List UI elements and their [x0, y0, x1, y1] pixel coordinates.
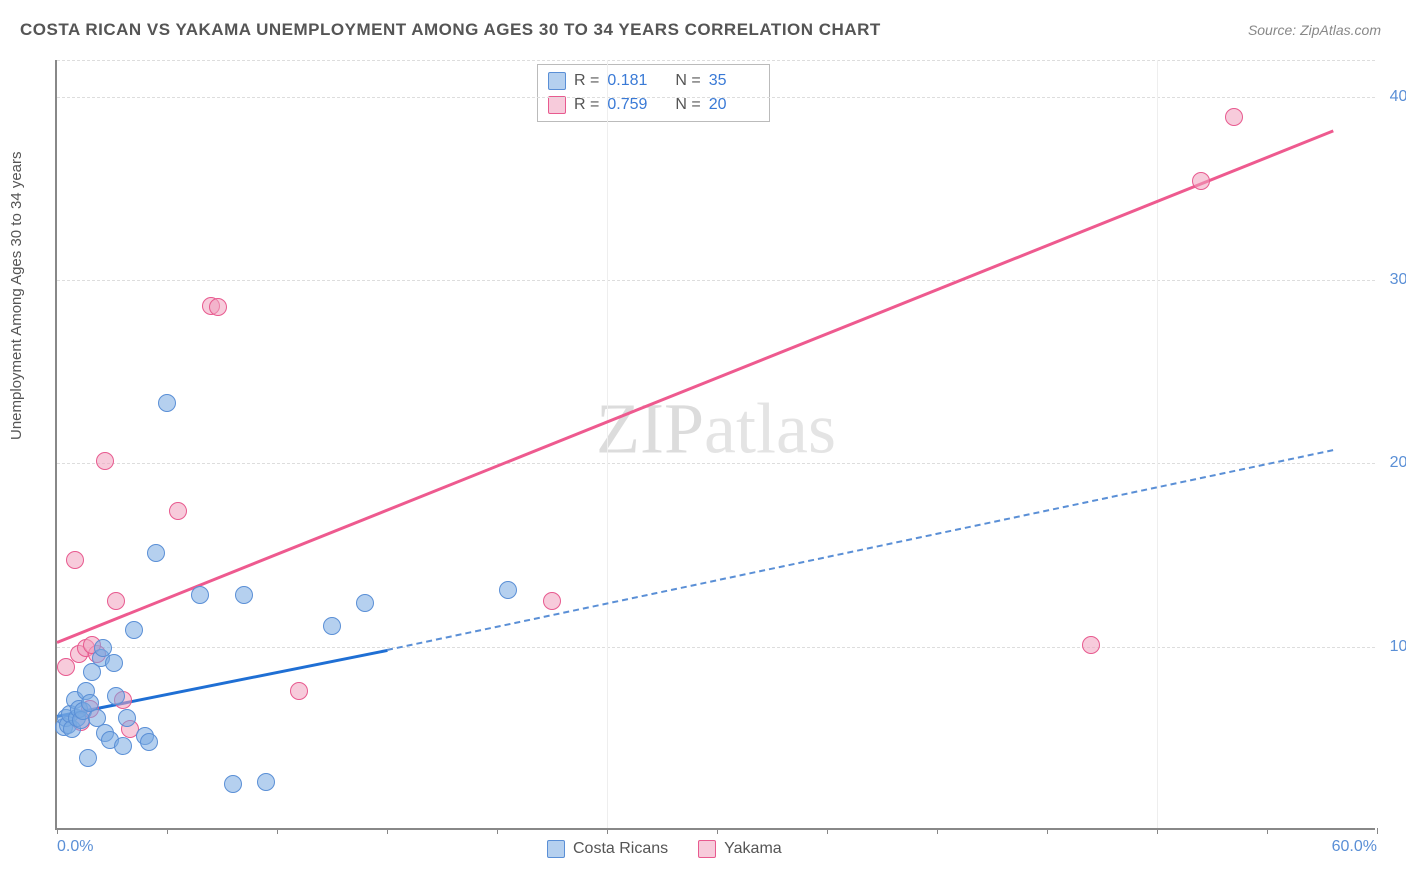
x-tick-label: 60.0%: [1332, 838, 1377, 856]
data-point: [499, 581, 517, 599]
data-point: [147, 544, 165, 562]
x-tick-mark: [57, 828, 58, 834]
legend-row-costa-ricans: R = 0.181 N = 35: [548, 69, 759, 93]
n-label: N =: [675, 96, 700, 114]
watermark: ZIPatlas: [596, 387, 836, 470]
x-tick-mark: [827, 828, 828, 834]
swatch-blue-icon: [547, 840, 565, 858]
data-point: [209, 298, 227, 316]
data-point: [158, 394, 176, 412]
data-point: [125, 621, 143, 639]
data-point: [107, 687, 125, 705]
gridline-v: [607, 60, 608, 828]
x-tick-mark: [607, 828, 608, 834]
data-point: [107, 592, 125, 610]
plot-area: ZIPatlas R = 0.181 N = 35 R = 0.759 N = …: [55, 60, 1375, 830]
chart-title: COSTA RICAN VS YAKAMA UNEMPLOYMENT AMONG…: [20, 20, 881, 40]
gridline-h: [57, 647, 1375, 648]
gridline-h: [57, 97, 1375, 98]
x-tick-label: 0.0%: [57, 838, 93, 856]
data-point: [118, 709, 136, 727]
data-point: [1225, 108, 1243, 126]
legend-item-costa-ricans: Costa Ricans: [547, 840, 668, 858]
data-point: [79, 749, 97, 767]
watermark-atlas: atlas: [704, 388, 836, 468]
data-point: [94, 639, 112, 657]
x-tick-mark: [937, 828, 938, 834]
data-point: [140, 733, 158, 751]
data-point: [66, 551, 84, 569]
correlation-legend: R = 0.181 N = 35 R = 0.759 N = 20: [537, 64, 770, 122]
x-tick-mark: [387, 828, 388, 834]
x-tick-mark: [497, 828, 498, 834]
data-point: [323, 617, 341, 635]
data-point: [543, 592, 561, 610]
data-point: [169, 502, 187, 520]
swatch-pink-icon: [698, 840, 716, 858]
data-point: [105, 654, 123, 672]
x-tick-mark: [1267, 828, 1268, 834]
n-value-yakama: 20: [709, 96, 759, 114]
y-tick-label: 10.0%: [1390, 638, 1406, 656]
data-point: [290, 682, 308, 700]
legend-item-yakama: Yakama: [698, 840, 782, 858]
data-point: [224, 775, 242, 793]
trend-line: [387, 449, 1333, 651]
x-tick-mark: [717, 828, 718, 834]
x-tick-mark: [1047, 828, 1048, 834]
r-value-yakama: 0.759: [607, 96, 657, 114]
data-point: [235, 586, 253, 604]
data-point: [191, 586, 209, 604]
data-point: [1192, 172, 1210, 190]
watermark-zip: ZIP: [596, 388, 704, 468]
data-point: [1082, 636, 1100, 654]
x-tick-mark: [1377, 828, 1378, 834]
data-point: [356, 594, 374, 612]
y-tick-label: 20.0%: [1390, 454, 1406, 472]
y-tick-label: 40.0%: [1390, 88, 1406, 106]
x-tick-mark: [1157, 828, 1158, 834]
n-value-costa-ricans: 35: [709, 72, 759, 90]
x-tick-mark: [167, 828, 168, 834]
y-axis-label: Unemployment Among Ages 30 to 34 years: [8, 151, 25, 440]
series-legend: Costa Ricans Yakama: [547, 840, 782, 858]
legend-label-costa-ricans: Costa Ricans: [573, 840, 668, 858]
trend-line: [56, 130, 1333, 644]
gridline-v: [1157, 60, 1158, 828]
n-label: N =: [675, 72, 700, 90]
data-point: [96, 452, 114, 470]
source-label: Source: ZipAtlas.com: [1248, 22, 1381, 38]
swatch-pink-icon: [548, 96, 566, 114]
swatch-blue-icon: [548, 72, 566, 90]
data-point: [257, 773, 275, 791]
r-label: R =: [574, 96, 599, 114]
data-point: [114, 737, 132, 755]
legend-label-yakama: Yakama: [724, 840, 782, 858]
r-value-costa-ricans: 0.181: [607, 72, 657, 90]
x-tick-mark: [277, 828, 278, 834]
y-tick-label: 30.0%: [1390, 271, 1406, 289]
r-label: R =: [574, 72, 599, 90]
gridline-h: [57, 280, 1375, 281]
gridline-h: [57, 463, 1375, 464]
gridline-h: [57, 60, 1375, 61]
